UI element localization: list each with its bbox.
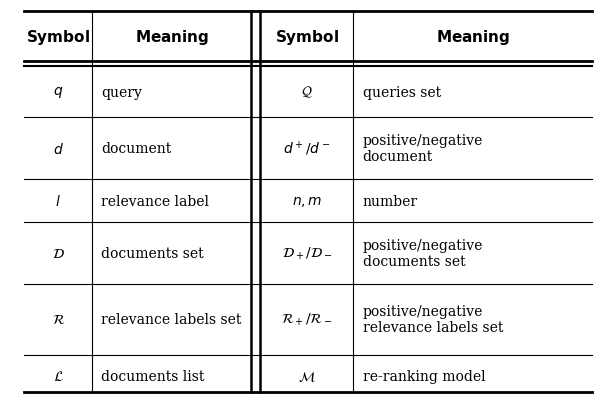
Text: $\mathbf{Symbol}$: $\mathbf{Symbol}$: [26, 28, 90, 47]
Text: $q$: $q$: [53, 85, 63, 100]
Text: $\mathbf{Meaning}$: $\mathbf{Meaning}$: [135, 28, 209, 47]
Text: $\mathcal{M}$: $\mathcal{M}$: [298, 369, 316, 383]
Text: positive/negative
document: positive/negative document: [362, 134, 483, 164]
Text: $n, m$: $n, m$: [292, 194, 322, 208]
Text: re-ranking model: re-ranking model: [362, 369, 485, 383]
Text: $\mathcal{D}_+/\mathcal{D}_-$: $\mathcal{D}_+/\mathcal{D}_-$: [281, 245, 332, 261]
Text: $d^+/d^-$: $d^+/d^-$: [283, 140, 331, 158]
Text: document: document: [101, 142, 172, 156]
Text: $\mathcal{L}$: $\mathcal{L}$: [53, 369, 64, 383]
Text: relevance label: relevance label: [101, 194, 210, 208]
Text: documents set: documents set: [101, 247, 204, 260]
Text: $d$: $d$: [53, 141, 63, 157]
Text: number: number: [362, 194, 417, 208]
Text: $\mathcal{Q}$: $\mathcal{Q}$: [301, 85, 313, 100]
Text: $l$: $l$: [56, 194, 61, 209]
Text: $\mathbf{Symbol}$: $\mathbf{Symbol}$: [275, 28, 339, 47]
Text: queries set: queries set: [362, 85, 441, 99]
Text: relevance labels set: relevance labels set: [101, 313, 242, 326]
Text: $\mathcal{D}$: $\mathcal{D}$: [52, 247, 65, 260]
Text: $\mathcal{R}$: $\mathcal{R}$: [51, 313, 65, 326]
Text: positive/negative
documents set: positive/negative documents set: [362, 238, 483, 268]
Text: $\mathbf{Meaning}$: $\mathbf{Meaning}$: [435, 28, 510, 47]
Text: query: query: [101, 85, 142, 99]
Text: documents list: documents list: [101, 369, 205, 383]
Text: positive/negative
relevance labels set: positive/negative relevance labels set: [362, 304, 503, 335]
Text: $\mathcal{R}_+/\mathcal{R}_-$: $\mathcal{R}_+/\mathcal{R}_-$: [281, 311, 333, 328]
